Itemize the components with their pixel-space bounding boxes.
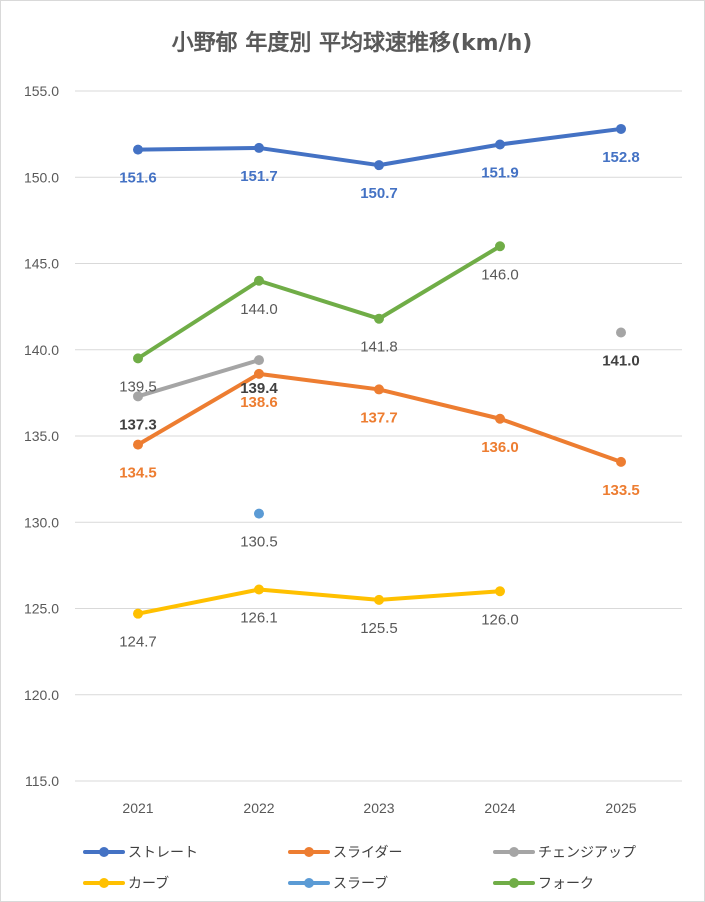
data-label: 151.9 — [481, 164, 519, 181]
legend-label: チェンジアップ — [538, 845, 636, 861]
data-point — [495, 413, 505, 424]
series-2 — [133, 327, 626, 402]
data-label: 152.8 — [602, 149, 640, 166]
data-label: 126.0 — [481, 611, 519, 628]
x-axis-ticks: 2021 2022 2023 2024 2025 — [122, 800, 636, 816]
legend-swatch-marker — [304, 847, 314, 857]
series-lines — [133, 123, 626, 619]
data-label: 133.5 — [602, 482, 640, 499]
data-label: 139.5 — [119, 378, 157, 395]
series-5 — [133, 241, 505, 364]
legend-item: スラーブ — [288, 875, 388, 892]
y-tick-label: 150.0 — [24, 169, 59, 185]
chart-title: 小野郁 年度別 平均球速推移(km/h) — [172, 30, 533, 56]
data-label: 141.0 — [602, 353, 640, 370]
data-label: 150.7 — [360, 185, 398, 202]
data-label: 138.6 — [240, 394, 278, 411]
data-point — [254, 275, 264, 286]
series-line — [136, 126, 623, 168]
legend-label: ストレート — [128, 845, 198, 861]
legend-label: スライダー — [333, 845, 402, 861]
data-point — [616, 456, 626, 467]
data-label: 137.7 — [360, 409, 398, 426]
data-point — [374, 384, 384, 395]
data-point — [254, 355, 264, 366]
data-label: 151.6 — [119, 170, 157, 187]
data-label: 151.7 — [240, 168, 278, 185]
series-line — [136, 358, 261, 399]
data-point — [374, 594, 384, 605]
series-4 — [254, 508, 264, 519]
series-0 — [133, 123, 626, 171]
legend-label: スラーブ — [333, 875, 388, 892]
legend-item: チェンジアップ — [493, 845, 636, 861]
data-label: 139.4 — [240, 380, 278, 397]
data-point — [254, 584, 264, 595]
legend-label: カーブ — [128, 875, 169, 892]
data-label: 146.0 — [481, 266, 519, 283]
x-tick-label: 2022 — [243, 800, 274, 816]
x-tick-label: 2021 — [122, 800, 153, 816]
data-label: 126.1 — [240, 610, 278, 627]
y-tick-label: 130.0 — [24, 514, 59, 530]
data-point — [495, 586, 505, 597]
data-point — [133, 391, 143, 402]
x-tick-label: 2025 — [605, 800, 636, 816]
data-point — [374, 160, 384, 171]
series-3 — [133, 584, 505, 619]
data-label: 137.3 — [119, 416, 157, 433]
y-axis-ticks: 115.0 120.0 125.0 130.0 135.0 140.0 145.0 150.0… — [24, 83, 59, 789]
legend-swatch-marker — [509, 847, 519, 857]
x-tick-label: 2024 — [484, 800, 515, 816]
data-point — [616, 327, 626, 338]
legend-swatch-marker — [99, 878, 109, 888]
legend-item: カーブ — [83, 875, 169, 892]
data-label: 130.5 — [240, 534, 278, 551]
y-tick-label: 135.0 — [24, 428, 59, 444]
y-tick-label: 145.0 — [24, 256, 59, 272]
series-line — [136, 244, 502, 361]
data-label: 125.5 — [360, 620, 398, 637]
data-label: 136.0 — [481, 439, 519, 456]
data-labels: 151.6 151.7 150.7 151.9 152.8 134.5 138.6 137.7… — [119, 149, 640, 651]
data-point — [254, 508, 264, 519]
data-point — [495, 139, 505, 150]
legend-item: ストレート — [83, 845, 198, 861]
legend-item: スライダー — [288, 845, 402, 861]
data-point — [495, 241, 505, 252]
data-point — [254, 368, 264, 379]
data-point — [254, 142, 264, 153]
data-point — [133, 144, 143, 155]
data-point — [133, 608, 143, 619]
legend-label: フォーク — [538, 876, 594, 892]
data-point — [133, 439, 143, 450]
gridlines — [75, 90, 682, 782]
data-label: 144.0 — [240, 301, 278, 318]
data-label: 124.7 — [119, 634, 157, 651]
data-point — [616, 123, 626, 134]
series-1 — [133, 368, 626, 467]
y-tick-label: 155.0 — [24, 83, 59, 99]
legend-swatch-marker — [509, 878, 519, 888]
data-label: 134.5 — [119, 465, 157, 482]
y-tick-label: 140.0 — [24, 342, 59, 358]
data-point — [133, 353, 143, 364]
data-point — [374, 313, 384, 324]
legend-swatch-marker — [304, 878, 314, 888]
y-tick-label: 125.0 — [24, 601, 59, 617]
x-tick-label: 2023 — [363, 800, 394, 816]
legend-item: フォーク — [493, 876, 594, 892]
data-label: 141.8 — [360, 339, 398, 356]
y-tick-label: 115.0 — [25, 773, 59, 789]
legend-swatch-marker — [99, 847, 109, 857]
series-line — [136, 587, 502, 616]
y-tick-label: 120.0 — [24, 687, 59, 703]
